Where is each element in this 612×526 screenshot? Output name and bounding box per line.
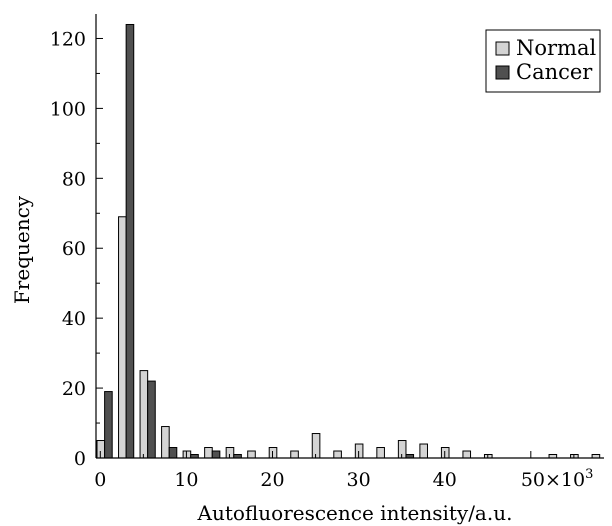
bar-cancer: [125, 23, 135, 459]
bar-normal: [118, 216, 127, 459]
x-tick-label: 50×103: [521, 467, 594, 491]
x-tick-label: 40: [433, 469, 457, 491]
bar-normal: [354, 443, 364, 459]
bar-cancer: [168, 447, 178, 459]
bar-normal: [419, 443, 428, 459]
bar-normal: [440, 447, 450, 459]
legend-box: [485, 29, 601, 93]
y-tick-label: 40: [62, 308, 86, 330]
x-tick-label: 10: [174, 469, 198, 491]
x-axis: 0 10 20 30 40 50×103: [94, 451, 604, 491]
bars-layer: [96, 23, 601, 459]
legend-label-normal: Normal: [516, 36, 596, 60]
bar-normal: [96, 440, 106, 459]
y-tick-label: 80: [62, 168, 86, 190]
bar-normal: [182, 450, 192, 459]
bar-normal: [376, 447, 385, 459]
y-tick-label: 20: [62, 378, 86, 400]
bar-normal: [397, 440, 407, 459]
y-axis-title: Frequency: [10, 195, 34, 304]
x-axis-title: Autofluorescence intensity/a.u.: [197, 501, 513, 525]
bar-normal: [462, 450, 472, 459]
bar-cancer: [211, 450, 221, 459]
bar-normal: [268, 447, 278, 459]
y-tick-label: 120: [50, 28, 86, 50]
bar-normal: [311, 433, 321, 459]
bar-cancer: [104, 391, 113, 459]
legend-swatch-cancer: [495, 65, 510, 80]
legend-swatch-normal: [495, 41, 510, 56]
x-tick-label: 20: [260, 469, 284, 491]
bar-normal: [247, 450, 256, 459]
legend-label-cancer: Cancer: [516, 60, 593, 84]
bar-normal: [225, 447, 235, 459]
y-tick-label: 100: [50, 98, 86, 120]
bar-normal: [333, 450, 342, 459]
bar-normal: [290, 450, 299, 459]
y-axis: 0 20 40 60 80 100 120: [50, 14, 103, 470]
bar-cancer: [147, 380, 156, 459]
y-tick-label: 60: [62, 238, 86, 260]
y-tick-label: 0: [74, 448, 86, 470]
bar-normal: [204, 447, 213, 459]
bar-normal: [139, 370, 149, 459]
bar-normal: [161, 426, 170, 459]
x-tick-label: 0: [94, 469, 106, 491]
x-tick-label: 30: [347, 469, 371, 491]
